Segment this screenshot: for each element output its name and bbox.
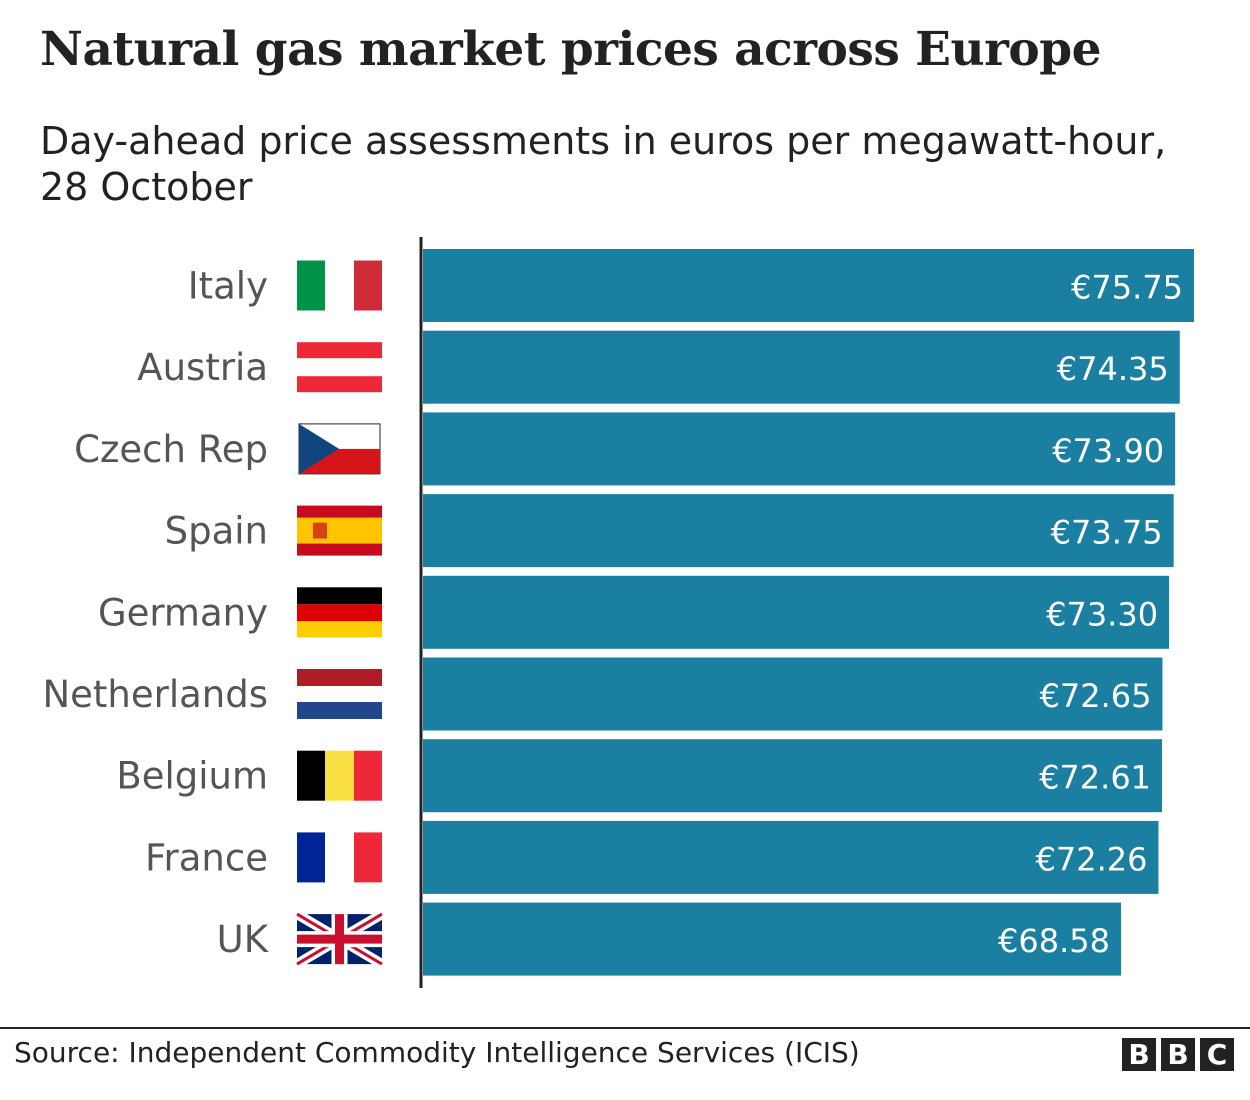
category-label: Spain [165,510,268,553]
logo-letter: C [1200,1038,1234,1071]
germany-flag-icon [297,587,382,638]
category-label: Czech Rep [74,428,268,471]
data-label: €72.26 [1036,840,1148,878]
italy-flag-icon [297,260,382,311]
footer-divider [0,1027,1250,1029]
category-label: France [145,836,268,879]
data-label: €75.75 [1071,269,1183,307]
category-label: Austria [137,346,268,389]
france-flag-icon [297,832,382,883]
belgium-flag-icon [297,750,382,801]
austria-flag-icon [297,342,382,393]
category-label: UK [217,918,270,961]
category-label: Germany [98,591,268,634]
category-label: Italy [188,265,268,308]
data-label: €73.90 [1052,432,1164,470]
netherlands-flag-icon [297,669,382,719]
bar-czech-rep [423,412,1176,486]
bar-france [423,820,1159,894]
uk-flag-icon [294,909,385,969]
logo-letter: B [1122,1038,1156,1071]
source-note: Source: Independent Commodity Intelligen… [14,1036,860,1069]
czech-flag-icon [298,423,381,475]
category-label: Belgium [116,755,268,798]
bar-chart: Italy €75.75 Austria €74.35 Czech Rep €73.90 S… [42,237,1194,988]
data-label: €74.35 [1057,350,1169,388]
bar-italy [423,249,1194,322]
chart-subtitle: Day-ahead price assessments in euros per… [40,119,1167,209]
bar-belgium [423,739,1163,813]
bar-germany [423,575,1170,649]
data-label: €72.65 [1039,677,1151,715]
bar-austria [423,330,1180,404]
spain-flag-icon [297,505,382,556]
data-label: €73.30 [1046,595,1158,633]
chart-title: Natural gas market prices across Europe [40,22,1102,77]
data-label: €68.58 [998,922,1110,960]
bbc-logo: B B C [1122,1038,1234,1071]
data-label: €73.75 [1051,514,1163,552]
bar-uk [423,902,1122,976]
bar-spain [423,494,1174,568]
data-label: €72.61 [1039,759,1151,797]
category-label: Netherlands [42,673,268,716]
bar-netherlands [423,657,1163,731]
logo-letter: B [1161,1038,1195,1071]
